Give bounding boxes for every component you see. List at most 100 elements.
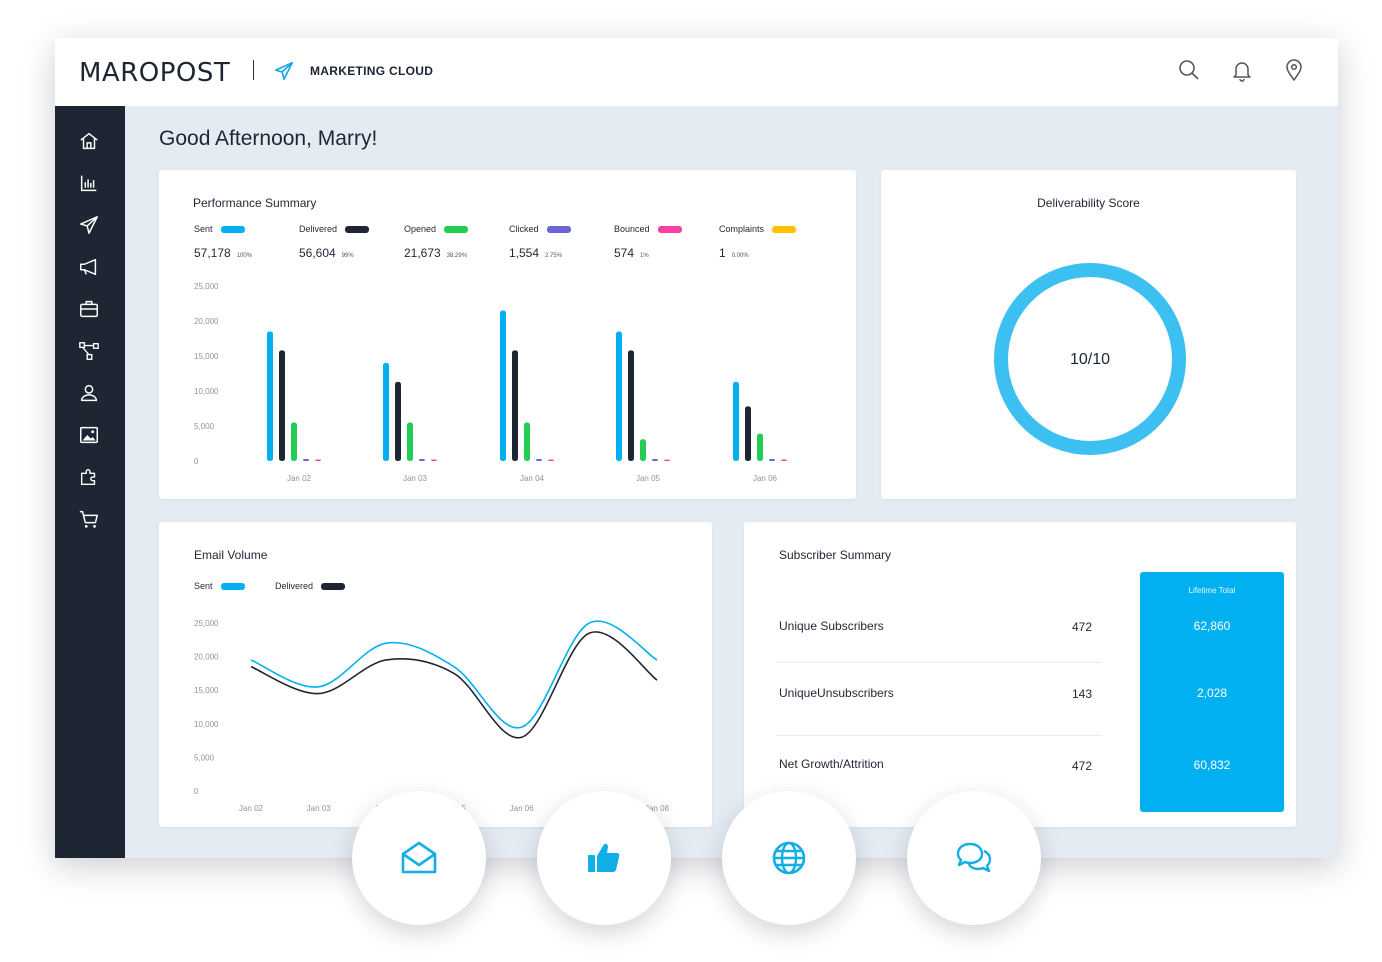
briefcase-icon[interactable] xyxy=(78,298,100,320)
email-volume-line-chart: 25,000 20,000 15,000 10,000 5,000 0 Jan 02 Jan … xyxy=(194,619,670,813)
workflow-icon[interactable] xyxy=(78,340,100,362)
deliverability-gauge: 10/10 xyxy=(994,263,1186,455)
metric-percent: 1% xyxy=(640,253,649,259)
legend-sent: Sent xyxy=(194,581,245,591)
lifetime-unique-unsubscribers: 2,028 xyxy=(1196,686,1228,700)
metric-value-complaints: 1 0.00% xyxy=(719,246,749,260)
metric-value: 21,673 xyxy=(404,246,441,260)
location-pin-icon[interactable] xyxy=(1282,58,1306,82)
metric-percent: 100% xyxy=(236,253,253,259)
y-tick-label: 0 xyxy=(194,787,199,796)
unique-unsubscribers-label: UniqueUnsubscribers xyxy=(779,686,894,700)
top-bar: MAROPOST MARKETING CLOUD xyxy=(55,38,1338,106)
bar-opened xyxy=(757,433,763,461)
x-tick-label: Jan 04 xyxy=(520,474,545,483)
unique-unsubscribers-value: 143 xyxy=(1072,687,1093,701)
cart-icon[interactable] xyxy=(78,508,100,530)
deliverability-card: Deliverability Score 10/10 xyxy=(881,170,1296,499)
metric-legend-bounced: Bounced xyxy=(614,224,682,234)
engagement-feature-button[interactable] xyxy=(537,791,671,925)
send-icon[interactable] xyxy=(78,214,100,236)
metric-percent: 38.29% xyxy=(446,253,468,259)
puzzle-icon[interactable] xyxy=(78,466,100,488)
legend-delivered: Delivered xyxy=(275,581,346,591)
subscriber-summary-title: Subscriber Summary xyxy=(779,548,892,562)
thumbs-up-icon xyxy=(588,843,620,872)
lifetime-total-title: Lifetime Total xyxy=(1188,586,1236,595)
metric-label: Opened xyxy=(404,224,437,234)
bar-bounced xyxy=(548,459,554,461)
unique-subscribers-value: 472 xyxy=(1072,620,1093,634)
paper-plane-icon xyxy=(274,61,294,81)
metric-legend-sent: Sent xyxy=(194,224,245,234)
chat-feature-button[interactable] xyxy=(907,791,1041,925)
performance-bar-chart: 25,000 20,000 15,000 10,000 5,000 0 Jan 02 Jan … xyxy=(194,282,787,483)
metric-percent: 99% xyxy=(341,253,354,259)
bar-delivered xyxy=(745,406,751,461)
y-tick-label: 15,000 xyxy=(194,352,219,361)
bar-opened xyxy=(407,422,413,461)
lifetime-unique-subscribers: 62,860 xyxy=(1193,619,1231,633)
web-feature-button[interactable] xyxy=(722,791,856,925)
greeting: Good Afternoon, Marry! xyxy=(159,127,378,150)
email-volume-card: Email Volume Sent Delivered 25,000 20,000… xyxy=(159,522,712,827)
subscriber-summary-card: Subscriber Summary Unique Subscribers 47… xyxy=(744,522,1296,827)
bar-opened xyxy=(524,422,530,461)
megaphone-icon[interactable] xyxy=(78,256,100,278)
bar-delivered xyxy=(279,350,285,461)
deliverability-title: Deliverability Score xyxy=(1037,196,1140,210)
bar-chart-icon[interactable] xyxy=(78,172,100,194)
user-icon[interactable] xyxy=(78,382,100,404)
row-divider xyxy=(776,735,1102,736)
metric-label: Delivered xyxy=(299,224,338,234)
logo-separator xyxy=(253,60,254,80)
y-tick-label: 5,000 xyxy=(194,753,215,762)
y-tick-label: 20,000 xyxy=(194,653,219,662)
metric-value: 1 xyxy=(719,246,726,260)
performance-summary-title: Performance Summary xyxy=(193,196,317,210)
metric-value: 1,554 xyxy=(509,246,540,260)
image-icon[interactable] xyxy=(78,424,100,446)
metric-label: Bounced xyxy=(614,224,650,234)
x-tick-label: Jan 03 xyxy=(307,804,332,813)
home-icon[interactable] xyxy=(78,130,100,152)
x-tick-label: Jan 08 xyxy=(645,804,670,813)
net-growth-value: 472 xyxy=(1072,759,1093,773)
line-delivered xyxy=(250,631,658,739)
chat-bubbles-icon xyxy=(956,842,992,873)
performance-summary-card: Performance Summary Sent 57,178 100% Delive… xyxy=(159,170,856,499)
metric-value: 57,178 xyxy=(194,246,231,260)
metric-percent: 2.75% xyxy=(545,253,563,259)
email-feature-button[interactable] xyxy=(352,791,486,925)
legend-sent-swatch xyxy=(220,583,245,591)
metric-label: Clicked xyxy=(509,224,539,234)
search-icon[interactable] xyxy=(1177,58,1201,82)
y-tick-label: 0 xyxy=(194,457,199,466)
metric-value-sent: 57,178 100% xyxy=(194,246,252,260)
metric-value-opened: 21,673 38.29% xyxy=(404,246,467,260)
metric-legend-clicked: Clicked xyxy=(509,224,571,234)
bar-opened xyxy=(640,439,646,461)
metric-value-bounced: 574 1% xyxy=(614,246,649,260)
bell-icon[interactable] xyxy=(1230,58,1254,82)
metric-value-clicked: 1,554 2.75% xyxy=(509,246,562,260)
open-envelope-icon xyxy=(401,841,437,874)
bar-sent xyxy=(616,331,622,461)
bar-delivered xyxy=(628,350,634,461)
lifetime-net-growth: 60,832 xyxy=(1193,758,1231,772)
bar-clicked xyxy=(303,458,309,461)
maropost-logo[interactable]: MAROPOST xyxy=(79,58,231,88)
deliverability-score: 10/10 xyxy=(1070,351,1110,368)
metric-label: Complaints xyxy=(719,224,765,234)
x-tick-label: Jan 02 xyxy=(239,804,264,813)
bar-clicked xyxy=(652,458,658,461)
y-tick-label: 25,000 xyxy=(194,619,219,628)
email-volume-title: Email Volume xyxy=(194,548,268,562)
metric-swatch xyxy=(657,226,682,234)
bar-delivered xyxy=(512,350,518,461)
metric-swatch xyxy=(345,226,370,234)
y-tick-label: 20,000 xyxy=(194,317,219,326)
metric-value-delivered: 56,604 99% xyxy=(299,246,354,260)
line-sent xyxy=(250,620,658,729)
metric-label: Sent xyxy=(194,224,213,234)
